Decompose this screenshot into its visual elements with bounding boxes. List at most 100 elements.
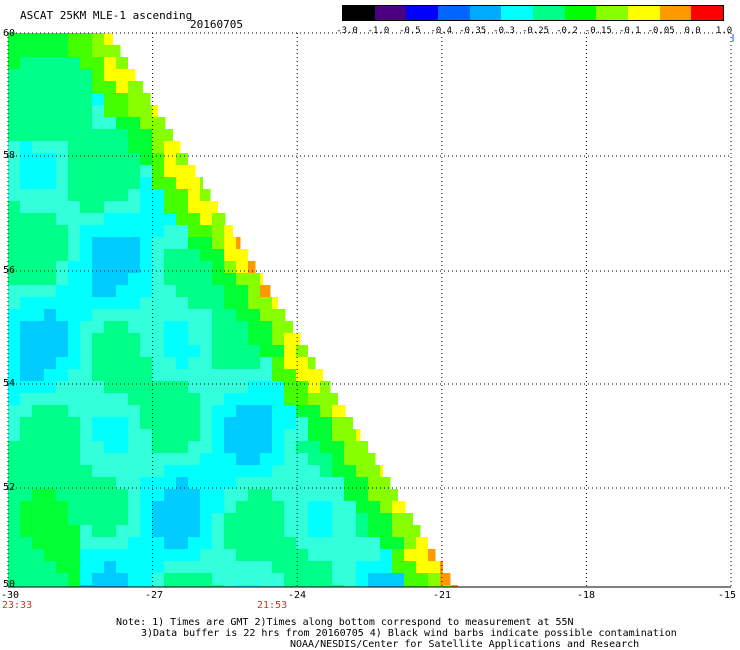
- field-cell: [140, 525, 153, 538]
- field-cell: [56, 153, 69, 166]
- field-cell: [140, 285, 153, 298]
- field-cell: [92, 453, 105, 466]
- field-cell: [80, 561, 93, 574]
- field-cell: [176, 165, 189, 178]
- field-cell: [248, 381, 261, 394]
- field-cell: [296, 513, 309, 526]
- field-cell: [164, 465, 177, 478]
- field-cell: [248, 297, 261, 310]
- field-cell: [20, 489, 33, 502]
- field-cell: [404, 525, 417, 538]
- field-cell: [140, 165, 153, 178]
- field-cell: [32, 117, 45, 130]
- field-cell: [260, 369, 273, 382]
- field-cell: [248, 549, 261, 562]
- field-cell: [8, 405, 21, 418]
- field-cell: [200, 273, 213, 286]
- field-cell: [80, 345, 93, 358]
- field-cell: [8, 297, 21, 310]
- field-cell: [164, 489, 177, 502]
- field-cell: [368, 549, 381, 562]
- field-cell: [200, 177, 203, 190]
- field-cell: [164, 225, 177, 238]
- field-cell: [104, 129, 117, 142]
- field-cell: [284, 333, 297, 346]
- field-cell: [356, 549, 369, 562]
- note-line-3: NOAA/NESDIS/Center for Satellite Applica…: [290, 639, 640, 650]
- field-cell: [44, 273, 57, 286]
- field-cell: [140, 81, 143, 94]
- field-cell: [188, 213, 201, 226]
- field-cell: [116, 93, 129, 106]
- field-cell: [260, 537, 273, 550]
- field-cell: [296, 573, 309, 586]
- field-cell: [140, 225, 153, 238]
- field-cell: [296, 417, 309, 430]
- field-cell: [200, 549, 213, 562]
- field-cell: [176, 249, 189, 262]
- field-cell: [32, 297, 45, 310]
- field-cell: [56, 381, 69, 394]
- field-cell: [20, 213, 33, 226]
- field-cell: [440, 561, 443, 574]
- time-label-1: 21:53: [257, 600, 288, 611]
- field-cell: [44, 501, 57, 514]
- field-cell: [20, 405, 33, 418]
- field-cell: [428, 549, 436, 562]
- field-cell: [224, 393, 237, 406]
- field-cell: [8, 129, 21, 142]
- field-cell: [68, 57, 81, 70]
- field-cell: [404, 549, 417, 562]
- field-cell: [80, 501, 93, 514]
- field-cell: [116, 513, 129, 526]
- field-cell: [44, 57, 57, 70]
- field-cell: [20, 393, 33, 406]
- field-cell: [188, 381, 201, 394]
- field-cell: [248, 321, 261, 334]
- field-cell: [68, 573, 81, 586]
- field-cell: [56, 585, 69, 588]
- field-cell: [104, 537, 117, 550]
- field-cell: [80, 261, 93, 274]
- field-cell: [152, 441, 165, 454]
- field-cell: [308, 381, 321, 394]
- field-cell: [104, 249, 117, 262]
- colorbar-swatch-2: [406, 6, 439, 20]
- field-cell: [44, 309, 57, 322]
- field-cell: [332, 537, 345, 550]
- field-cell: [128, 441, 141, 454]
- field-cell: [92, 561, 105, 574]
- field-cell: [128, 429, 141, 442]
- field-cell: [344, 429, 357, 442]
- field-cell: [260, 345, 273, 358]
- field-cell: [68, 477, 81, 490]
- field-cell: [212, 285, 225, 298]
- field-cell: [176, 441, 189, 454]
- field-cell: [104, 93, 117, 106]
- field-cell: [68, 525, 81, 538]
- field-cell: [296, 453, 309, 466]
- field-cell: [332, 525, 345, 538]
- field-cell: [320, 393, 333, 406]
- field-cell: [116, 261, 129, 274]
- field-cell: [128, 225, 141, 238]
- field-cell: [224, 513, 237, 526]
- field-cell: [344, 465, 357, 478]
- field-cell: [92, 189, 105, 202]
- field-cell: [200, 201, 213, 214]
- field-cell: [8, 57, 21, 70]
- field-cell: [44, 213, 57, 226]
- field-cell: [116, 441, 129, 454]
- lat-label-52: 52: [3, 482, 16, 493]
- field-cell: [164, 117, 166, 130]
- field-cell: [152, 261, 165, 274]
- field-cell: [272, 429, 285, 442]
- field-cell: [308, 489, 321, 502]
- field-cell: [116, 477, 129, 490]
- field-cell: [176, 285, 189, 298]
- field-cell: [152, 345, 165, 358]
- field-cell: [104, 81, 117, 94]
- field-cell: [116, 129, 129, 142]
- field-cell: [68, 33, 81, 46]
- field-cell: [8, 213, 21, 226]
